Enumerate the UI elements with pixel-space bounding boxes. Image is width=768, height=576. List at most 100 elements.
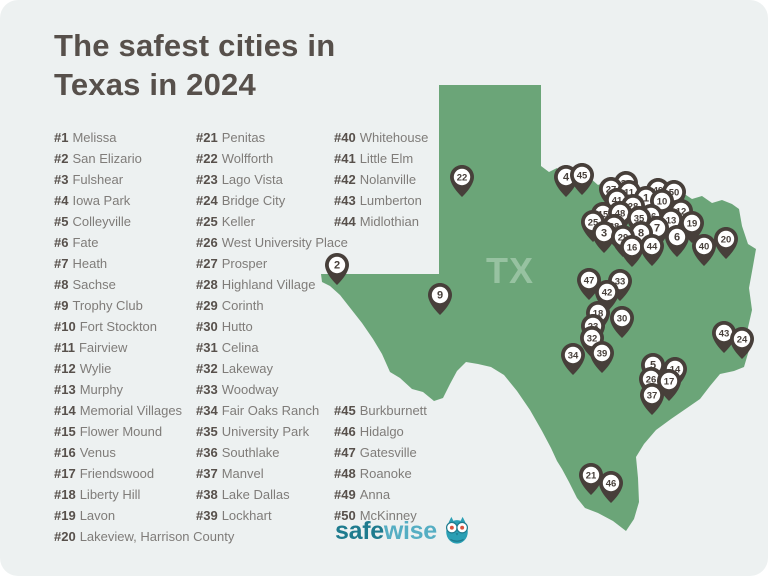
rank-number: #17 [54,466,76,481]
rank-item-24: #24 Bridge City [196,193,285,208]
rank-number: #27 [196,256,218,271]
page-title-line1: The safest cities in [54,28,336,63]
map-pin-39: 39 [589,340,615,374]
svg-text:1: 1 [643,193,649,205]
rank-number: #28 [196,277,218,292]
city-name: Fair Oaks Ranch [221,403,320,418]
city-name: Venus [79,445,116,460]
rank-item-49: #49 Anna [334,487,390,502]
rank-item-19: #19 Lavon [54,508,115,523]
svg-text:7: 7 [654,223,660,235]
rank-number: #30 [196,319,218,334]
page-title-line2: Texas in 2024 [54,67,256,102]
svg-text:46: 46 [606,479,617,490]
svg-text:39: 39 [597,349,608,360]
city-name: University Park [221,424,310,439]
rank-item-11: #11 Fairview [54,340,127,355]
rank-item-44: #44 Midlothian [334,214,419,229]
svg-text:35: 35 [634,214,645,225]
rank-number: #8 [54,277,69,292]
city-name: Keller [221,214,255,229]
city-name: Lavon [79,508,116,523]
rank-item-20: #20 Lakeview, Harrison County [54,529,234,544]
rank-number: #5 [54,214,69,229]
rank-number: #19 [54,508,76,523]
city-name: Little Elm [359,151,414,166]
rank-number: #34 [196,403,218,418]
svg-text:34: 34 [568,351,579,362]
city-name: Lago Vista [221,172,283,187]
rank-item-43: #43 Lumberton [334,193,422,208]
city-name: Sachse [72,277,116,292]
svg-text:17: 17 [664,377,675,388]
rank-number: #33 [196,382,218,397]
svg-text:36: 36 [646,212,657,223]
city-name: Burkburnett [359,403,427,418]
svg-text:28: 28 [628,202,639,213]
svg-text:20: 20 [721,235,732,246]
rank-number: #44 [334,214,356,229]
svg-text:25: 25 [588,218,599,229]
city-name: Penitas [221,130,266,145]
map-pin-6: 6 [664,224,690,258]
svg-text:45: 45 [577,171,588,182]
rank-item-33: #33 Woodway [196,382,279,397]
city-name: Nolanville [359,172,417,187]
city-name: Memorial Villages [79,403,183,418]
rank-number: #24 [196,193,218,208]
rank-number: #11 [54,340,75,355]
city-name: Prosper [221,256,268,271]
city-name: Corinth [221,298,264,313]
rank-number: #38 [196,487,218,502]
city-name: Fulshear [72,172,124,187]
svg-text:5: 5 [650,360,656,372]
rank-item-27: #27 Prosper [196,256,267,271]
svg-text:29: 29 [618,233,629,244]
rank-item-7: #7 Heath [54,256,107,271]
city-name: Iowa Park [72,193,131,208]
svg-text:21: 21 [586,471,597,482]
map-pin-20: 20 [713,226,739,260]
svg-text:44: 44 [647,242,658,253]
svg-text:2: 2 [334,260,340,272]
rank-number: #21 [196,130,218,145]
svg-text:48: 48 [615,209,626,220]
city-name: Lumberton [359,193,422,208]
rank-item-9: #9 Trophy Club [54,298,143,313]
rank-number: #25 [196,214,218,229]
rank-number: #2 [54,151,69,166]
city-name: Lockhart [221,508,272,523]
svg-text:3: 3 [601,228,607,240]
map-pin-34: 34 [560,342,586,376]
map-pin-30: 30 [609,305,635,339]
map-pin-45: 45 [569,162,595,196]
rank-item-4: #4 Iowa Park [54,193,130,208]
rank-number: #6 [54,235,69,250]
rank-item-31: #31 Celina [196,340,259,355]
city-name: Roanoke [359,466,412,481]
city-name: Southlake [221,445,280,460]
svg-text:26: 26 [646,375,657,386]
map-pin-43: 43 [711,320,737,354]
rank-item-48: #48 Roanoke [334,466,412,481]
city-name: Murphy [79,382,124,397]
svg-text:16: 16 [627,243,638,254]
rank-item-21: #21 Penitas [196,130,265,145]
svg-text:11: 11 [624,188,635,199]
svg-text:8: 8 [638,228,644,240]
rank-item-36: #36 Southlake [196,445,280,460]
rank-number: #14 [54,403,76,418]
rank-number: #16 [54,445,76,460]
city-name: Bridge City [221,193,286,208]
rank-item-35: #35 University Park [196,424,309,439]
rank-item-2: #2 San Elizario [54,151,142,166]
rank-item-18: #18 Liberty Hill [54,487,140,502]
rank-number: #35 [196,424,218,439]
rank-item-22: #22 Wolfforth [196,151,273,166]
city-name: Wolfforth [221,151,274,166]
state-label: TX [486,250,535,291]
svg-text:42: 42 [602,288,613,299]
svg-text:24: 24 [737,335,748,346]
rank-item-45: #45 Burkburnett [334,403,427,418]
